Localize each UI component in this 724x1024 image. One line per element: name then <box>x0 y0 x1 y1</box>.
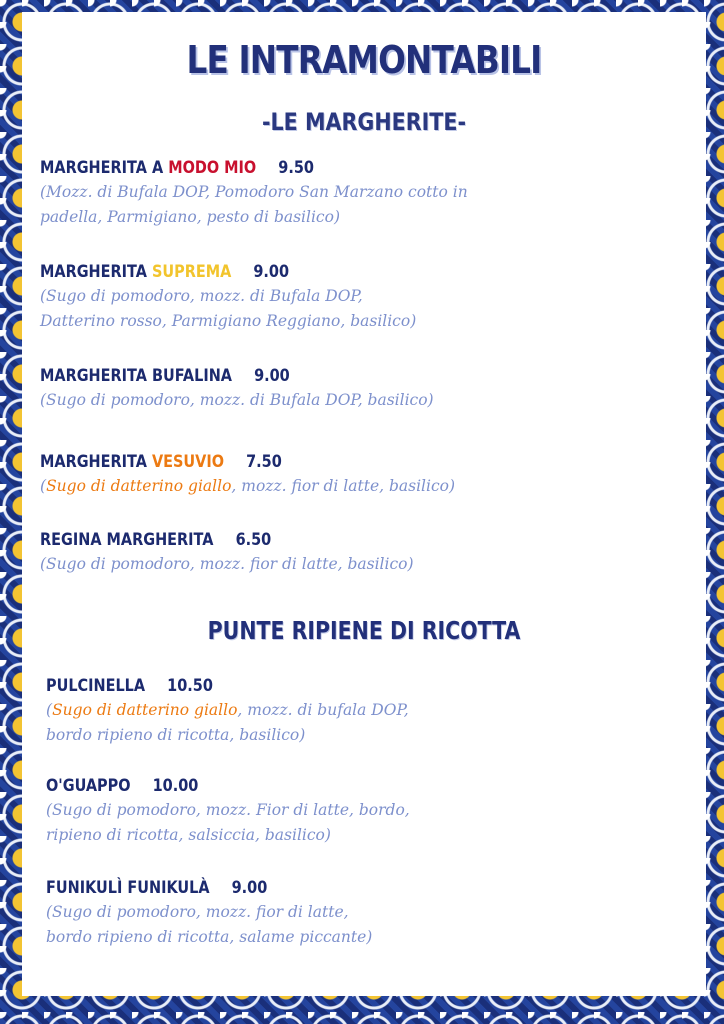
desc-part: , mozz. fior di latte, basilico) <box>231 477 456 495</box>
item-price: 9.00 <box>254 366 290 386</box>
desc-part: (Sugo di pomodoro, mozz. di Bufala DOP, … <box>40 391 434 409</box>
item-description: (Mozz. di Bufala DOP, Pomodoro San Marza… <box>40 180 468 230</box>
item-name: FUNIKULÌ FUNIKULÀ 9.00 <box>46 878 323 898</box>
item-name-part: MARGHERITA <box>40 262 152 282</box>
item-description: (Sugo di datterino giallo, mozz. di bufa… <box>46 698 409 748</box>
desc-part: (Mozz. di Bufala DOP, Pomodoro San Marza… <box>40 183 468 201</box>
desc-line2: bordo ripieno di ricotta, salame piccant… <box>46 928 373 946</box>
item-name-highlight: SUPREMA <box>151 262 232 282</box>
item-name: MARGHERITA VESUVIO 7.50 <box>40 452 393 472</box>
section-title-punte-ripiene: PUNTE RIPIENE DI RICOTTA <box>207 616 521 645</box>
menu-item: REGINA MARGHERITA 6.50 (Sugo di pomodoro,… <box>40 530 414 577</box>
item-name: MARGHERITA BUFALINA 9.00 <box>40 366 375 386</box>
item-description: (Sugo di pomodoro, mozz. di Bufala DOP, … <box>40 388 434 413</box>
item-price: 9.00 <box>253 262 290 282</box>
menu-title: LE INTRAMONTABILI <box>186 38 543 82</box>
menu-item: O'GUAPPO 10.00 (Sugo di pomodoro, mozz. F… <box>46 776 410 848</box>
item-price: 7.50 <box>246 452 282 472</box>
desc-part: ( <box>46 701 53 719</box>
desc-line2: bordo ripieno di ricotta, basilico) <box>46 726 306 744</box>
desc-part: , mozz. di bufala DOP, <box>237 701 409 719</box>
desc-highlight: Sugo di datterino giallo <box>46 477 232 495</box>
item-name-part: O'GUAPPO <box>46 776 131 796</box>
item-name-part: REGINA MARGHERITA <box>40 530 214 550</box>
item-name-highlight: VESUVIO <box>151 452 225 472</box>
desc-part: (Sugo di pomodoro, mozz. fior di latte, <box>46 903 349 921</box>
item-description: (Sugo di pomodoro, mozz. fior di latte, b… <box>46 900 372 950</box>
item-price: 10.50 <box>167 676 213 696</box>
menu-page: LE INTRAMONTABILI -LE MARGHERITE- PUNTE … <box>22 12 706 996</box>
item-name-part: MARGHERITA <box>40 452 152 472</box>
item-name: PULCINELLA 10.50 <box>46 676 354 696</box>
menu-item: MARGHERITA SUPREMA 9.00 (Sugo di pomodoro… <box>40 262 416 334</box>
item-name: O'GUAPPO 10.00 <box>46 776 355 796</box>
item-name-part: MARGHERITA BUFALINA <box>40 366 232 386</box>
desc-part: (Sugo di pomodoro, mozz. fior di latte, … <box>40 555 414 573</box>
desc-line2: Datterino rosso, Parmigiano Reggiano, ba… <box>40 312 417 330</box>
desc-part: (Sugo di pomodoro, mozz. di Bufala DOP, <box>40 287 363 305</box>
desc-line2: ripieno di ricotta, salsiccia, basilico) <box>46 826 331 844</box>
item-name: REGINA MARGHERITA 6.50 <box>40 530 358 550</box>
item-price: 6.50 <box>235 530 272 550</box>
section-title-margherite: -LE MARGHERITE- <box>261 108 467 136</box>
menu-item: FUNIKULÌ FUNIKULÀ 9.00 (Sugo di pomodoro,… <box>46 878 372 950</box>
item-description: (Sugo di pomodoro, mozz. Fior di latte, … <box>46 798 410 848</box>
desc-part: ( <box>40 477 47 495</box>
desc-part: (Sugo di pomodoro, mozz. Fior di latte, … <box>46 801 410 819</box>
item-price: 10.00 <box>152 776 199 796</box>
item-description: (Sugo di pomodoro, mozz. fior di latte, … <box>40 552 414 577</box>
item-name-highlight: MODO MIO <box>168 158 257 178</box>
item-name: MARGHERITA SUPREMA 9.00 <box>40 262 360 282</box>
item-description: (Sugo di datterino giallo, mozz. fior di… <box>40 474 455 499</box>
menu-item: MARGHERITA VESUVIO 7.50 (Sugo di datterin… <box>40 452 455 499</box>
item-name-part: PULCINELLA <box>46 676 146 696</box>
item-name-part: MARGHERITA A <box>40 158 169 178</box>
item-name-part: FUNIKULÌ FUNIKULÀ <box>46 878 210 898</box>
desc-highlight: Sugo di datterino giallo <box>52 701 238 719</box>
item-price: 9.00 <box>231 878 268 898</box>
item-name: MARGHERITA A MODO MIO 9.50 <box>40 158 404 178</box>
item-description: (Sugo di pomodoro, mozz. di Bufala DOP, D… <box>40 284 416 334</box>
menu-item: MARGHERITA BUFALINA 9.00 (Sugo di pomodor… <box>40 366 434 413</box>
desc-line2: padella, Parmigiano, pesto di basilico) <box>40 208 340 226</box>
item-price: 9.50 <box>278 158 314 178</box>
menu-item: PULCINELLA 10.50 (Sugo di datterino giall… <box>46 676 409 748</box>
menu-item: MARGHERITA A MODO MIO 9.50 (Mozz. di Bufa… <box>40 158 468 230</box>
